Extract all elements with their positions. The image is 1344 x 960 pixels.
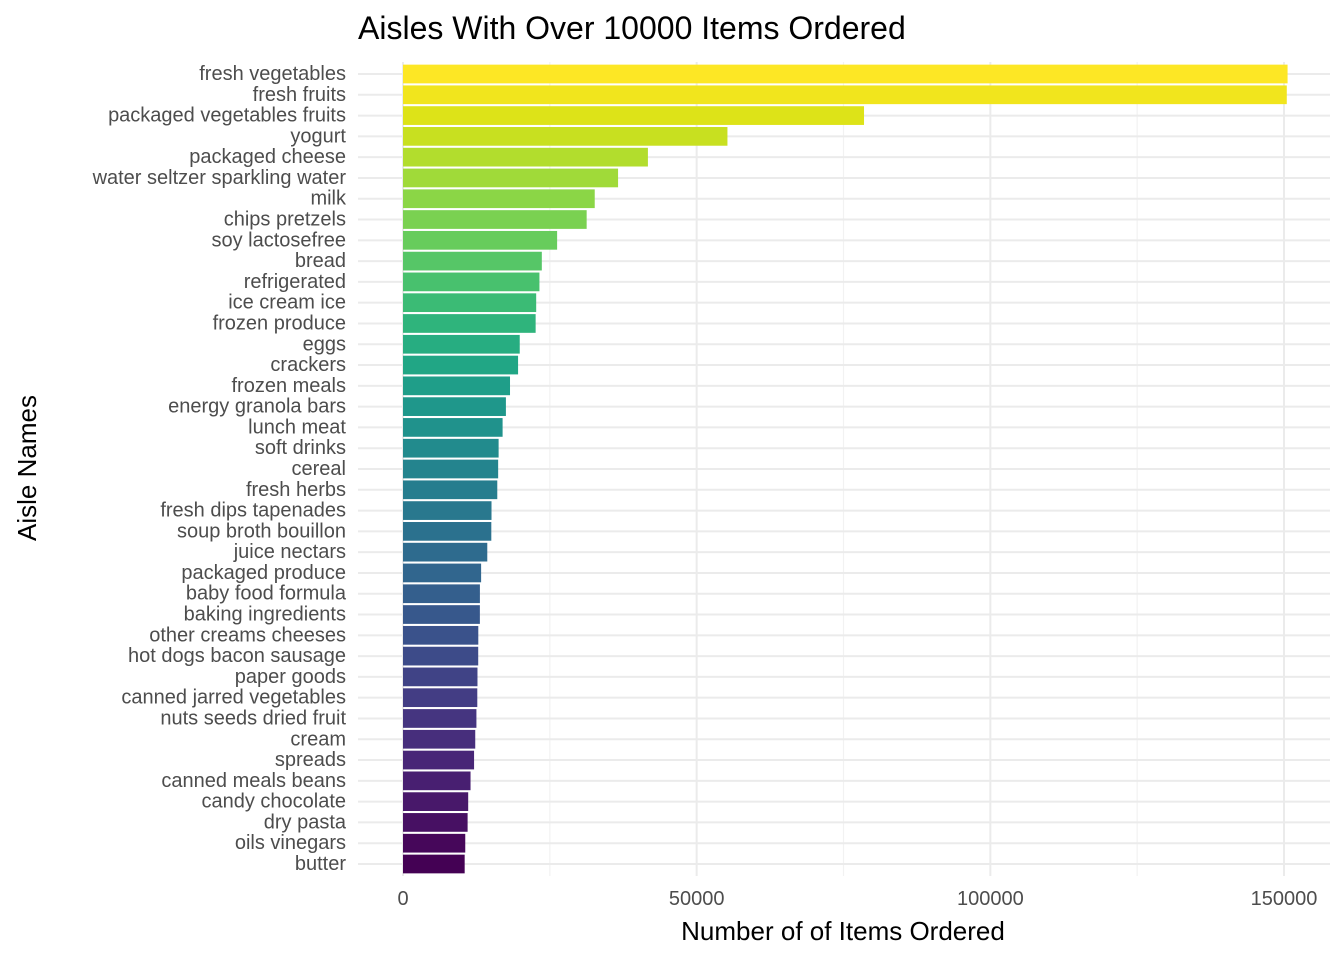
y-tick-label: spreads <box>275 749 346 771</box>
bar <box>403 85 1287 105</box>
y-tick-label: nuts seeds dried fruit <box>160 707 346 729</box>
bar <box>403 792 469 811</box>
y-tick-label: packaged cheese <box>189 146 346 168</box>
x-tick-label: 0 <box>397 888 408 910</box>
y-tick-label: water seltzer sparkling water <box>92 167 347 189</box>
bar <box>403 376 511 396</box>
y-tick-label: fresh fruits <box>253 84 346 106</box>
y-tick-label: canned jarred vegetables <box>121 687 346 709</box>
x-axis-title: Number of of Items Ordered <box>681 916 1005 946</box>
x-tick-label: 150000 <box>1251 888 1318 910</box>
y-tick-label: fresh herbs <box>246 479 346 501</box>
y-tick-label: baby food formula <box>186 583 347 605</box>
bar <box>403 168 619 188</box>
bar <box>403 813 468 832</box>
x-tick-label: 100000 <box>957 888 1024 910</box>
bar <box>403 210 587 229</box>
bar <box>403 438 499 458</box>
bar <box>403 147 648 167</box>
bar <box>403 833 466 853</box>
bar <box>403 251 542 271</box>
bar <box>403 729 476 749</box>
y-tick-label: milk <box>310 188 347 210</box>
y-tick-label: oils vinegars <box>235 832 346 854</box>
y-tick-label: chips pretzels <box>224 209 346 231</box>
y-tick-label: juice nectars <box>233 541 346 563</box>
y-tick-label: cream <box>290 728 346 750</box>
y-tick-label: lunch meat <box>248 416 346 438</box>
bar <box>403 750 475 770</box>
y-tick-label: hot dogs bacon sausage <box>128 645 346 667</box>
bar <box>403 563 482 583</box>
bar <box>403 584 480 604</box>
y-tick-label: yogurt <box>290 125 346 147</box>
bar <box>403 688 478 708</box>
bar <box>403 230 558 250</box>
bar <box>403 314 536 333</box>
y-tick-label: baking ingredients <box>184 604 346 626</box>
y-tick-label: paper goods <box>235 666 346 688</box>
y-tick-label: crackers <box>270 354 346 376</box>
y-tick-label: candy chocolate <box>201 791 346 813</box>
y-tick-label: fresh vegetables <box>199 63 346 85</box>
y-tick-label: eggs <box>303 333 346 355</box>
y-axis-title: Aisle Names <box>12 395 42 541</box>
bar <box>403 418 503 437</box>
bar <box>403 480 498 500</box>
x-axis-tick-labels: 0 50000 100000 150000 <box>397 888 1317 910</box>
bar <box>403 397 506 416</box>
bar <box>403 625 479 645</box>
bar <box>403 334 520 354</box>
y-tick-label: canned meals beans <box>161 770 346 792</box>
bar <box>403 667 478 687</box>
y-tick-label: packaged vegetables fruits <box>108 105 346 127</box>
bar <box>403 272 540 292</box>
bar <box>403 189 595 209</box>
bar <box>403 501 492 520</box>
bar <box>403 293 537 313</box>
y-tick-label: soup broth bouillon <box>177 520 346 542</box>
bar <box>403 605 480 624</box>
bar <box>403 771 471 791</box>
y-tick-label: bread <box>295 250 346 272</box>
y-tick-label: butter <box>295 853 346 875</box>
y-tick-label: energy granola bars <box>168 396 346 418</box>
y-tick-label: soy lactosefree <box>211 229 346 251</box>
bar <box>403 127 728 146</box>
x-tick-label: 50000 <box>669 888 725 910</box>
bar <box>403 542 488 562</box>
y-tick-label: dry pasta <box>264 811 347 833</box>
bar <box>403 646 479 666</box>
y-tick-label: soft drinks <box>255 437 346 459</box>
bar <box>403 64 1288 84</box>
y-tick-label: ice cream ice <box>228 292 346 314</box>
chart-title: Aisles With Over 10000 Items Ordered <box>358 10 906 46</box>
bar <box>403 355 519 375</box>
bar <box>403 106 865 125</box>
y-tick-label: other creams cheeses <box>149 624 346 646</box>
bars <box>403 64 1288 874</box>
bar <box>403 459 499 479</box>
y-tick-label: frozen meals <box>232 375 347 397</box>
y-tick-label: fresh dips tapenades <box>160 500 346 522</box>
bar <box>403 709 477 728</box>
y-tick-label: cereal <box>292 458 346 480</box>
y-tick-label: packaged produce <box>181 562 346 584</box>
bar <box>403 854 465 874</box>
y-tick-label: frozen produce <box>213 312 346 334</box>
y-tick-label: refrigerated <box>244 271 346 293</box>
bar <box>403 522 492 541</box>
